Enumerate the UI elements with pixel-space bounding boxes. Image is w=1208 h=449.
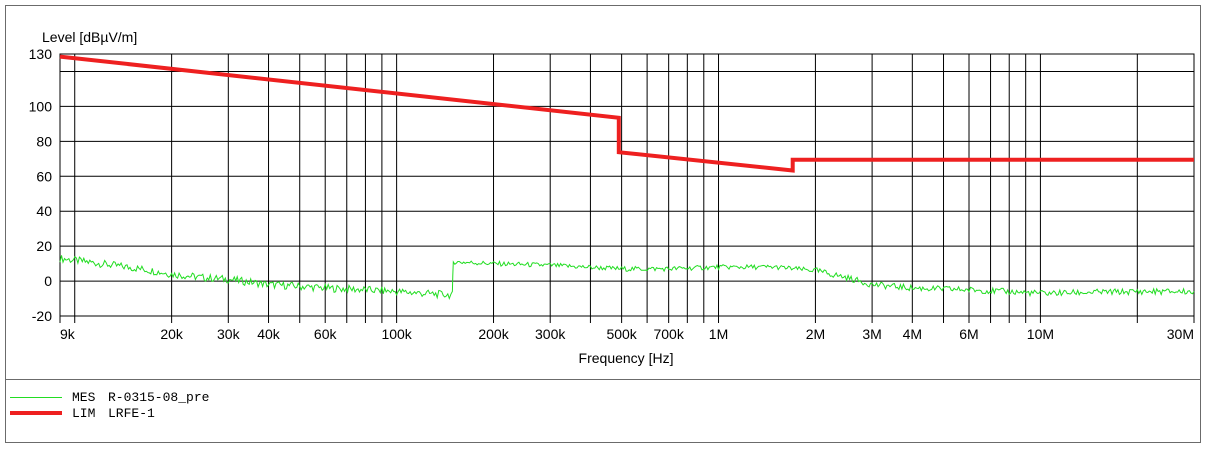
x-tick-label: 40k [257,326,281,342]
grid-lines [59,53,1195,323]
y-tick-labels: 130 100 80 60 40 20 0 -20 [29,46,53,324]
emc-level-chart: 130 100 80 60 40 20 0 -20 9k 20k 30k 40k 60k 100k 200… [29,29,1195,366]
y-tick-label: 130 [29,46,53,62]
legend-swatch-lim [10,411,62,415]
y-tick-label: -20 [32,308,52,324]
y-tick-label: 80 [36,133,52,149]
y-tick-label: 40 [36,203,52,219]
x-tick-label: 2M [806,326,825,342]
x-axis-label: Frequency [Hz] [579,350,674,366]
chart-frame [5,5,1201,443]
legend-item-mes: MES R-0315-08_pre [10,389,209,405]
x-tick-label: 3M [862,326,881,342]
series-group [59,54,1195,301]
plot-border [59,53,1195,317]
y-tick-label: 0 [44,273,52,289]
x-tick-label: 100k [381,326,412,342]
legend-series-label: LRFE-1 [108,405,155,421]
x-tick-label: 20k [160,326,184,342]
y-tick-label: 20 [36,238,52,254]
x-tick-label: 30M [1167,326,1194,342]
x-tick-label: 6M [959,326,978,342]
x-tick-label: 10M [1027,326,1054,342]
x-tick-label: 1M [709,326,728,342]
legend-series-name: MES [72,389,96,405]
x-tick-label: 200k [478,326,509,342]
legend-swatch-mes [10,396,62,398]
x-tick-label: 60k [314,326,338,342]
x-tick-label: 700k [653,326,684,342]
y-tick-label: 100 [29,98,53,114]
series-line-lim [59,54,1194,173]
x-tick-labels: 9k 20k 30k 40k 60k 100k 200k 300k 500k 700k 1M 2M 3M… [60,326,1194,342]
x-tick-label: 30k [217,326,241,342]
legend-series-name: LIM [72,405,96,421]
y-axis-label: Level [dBµV/m] [42,29,137,45]
x-tick-label: 4M [903,326,922,342]
y-tick-label: 60 [36,168,52,184]
x-tick-label: 300k [535,326,566,342]
legend-item-lim: LIM LRFE-1 [10,405,209,421]
legend-divider [5,379,1201,380]
legend-series-label: R-0315-08_pre [108,389,210,405]
legend: MES R-0315-08_pre LIM LRFE-1 [10,389,209,421]
series-line-mes [59,255,1195,301]
x-tick-label: 500k [606,326,637,342]
x-tick-label: 9k [60,326,76,342]
